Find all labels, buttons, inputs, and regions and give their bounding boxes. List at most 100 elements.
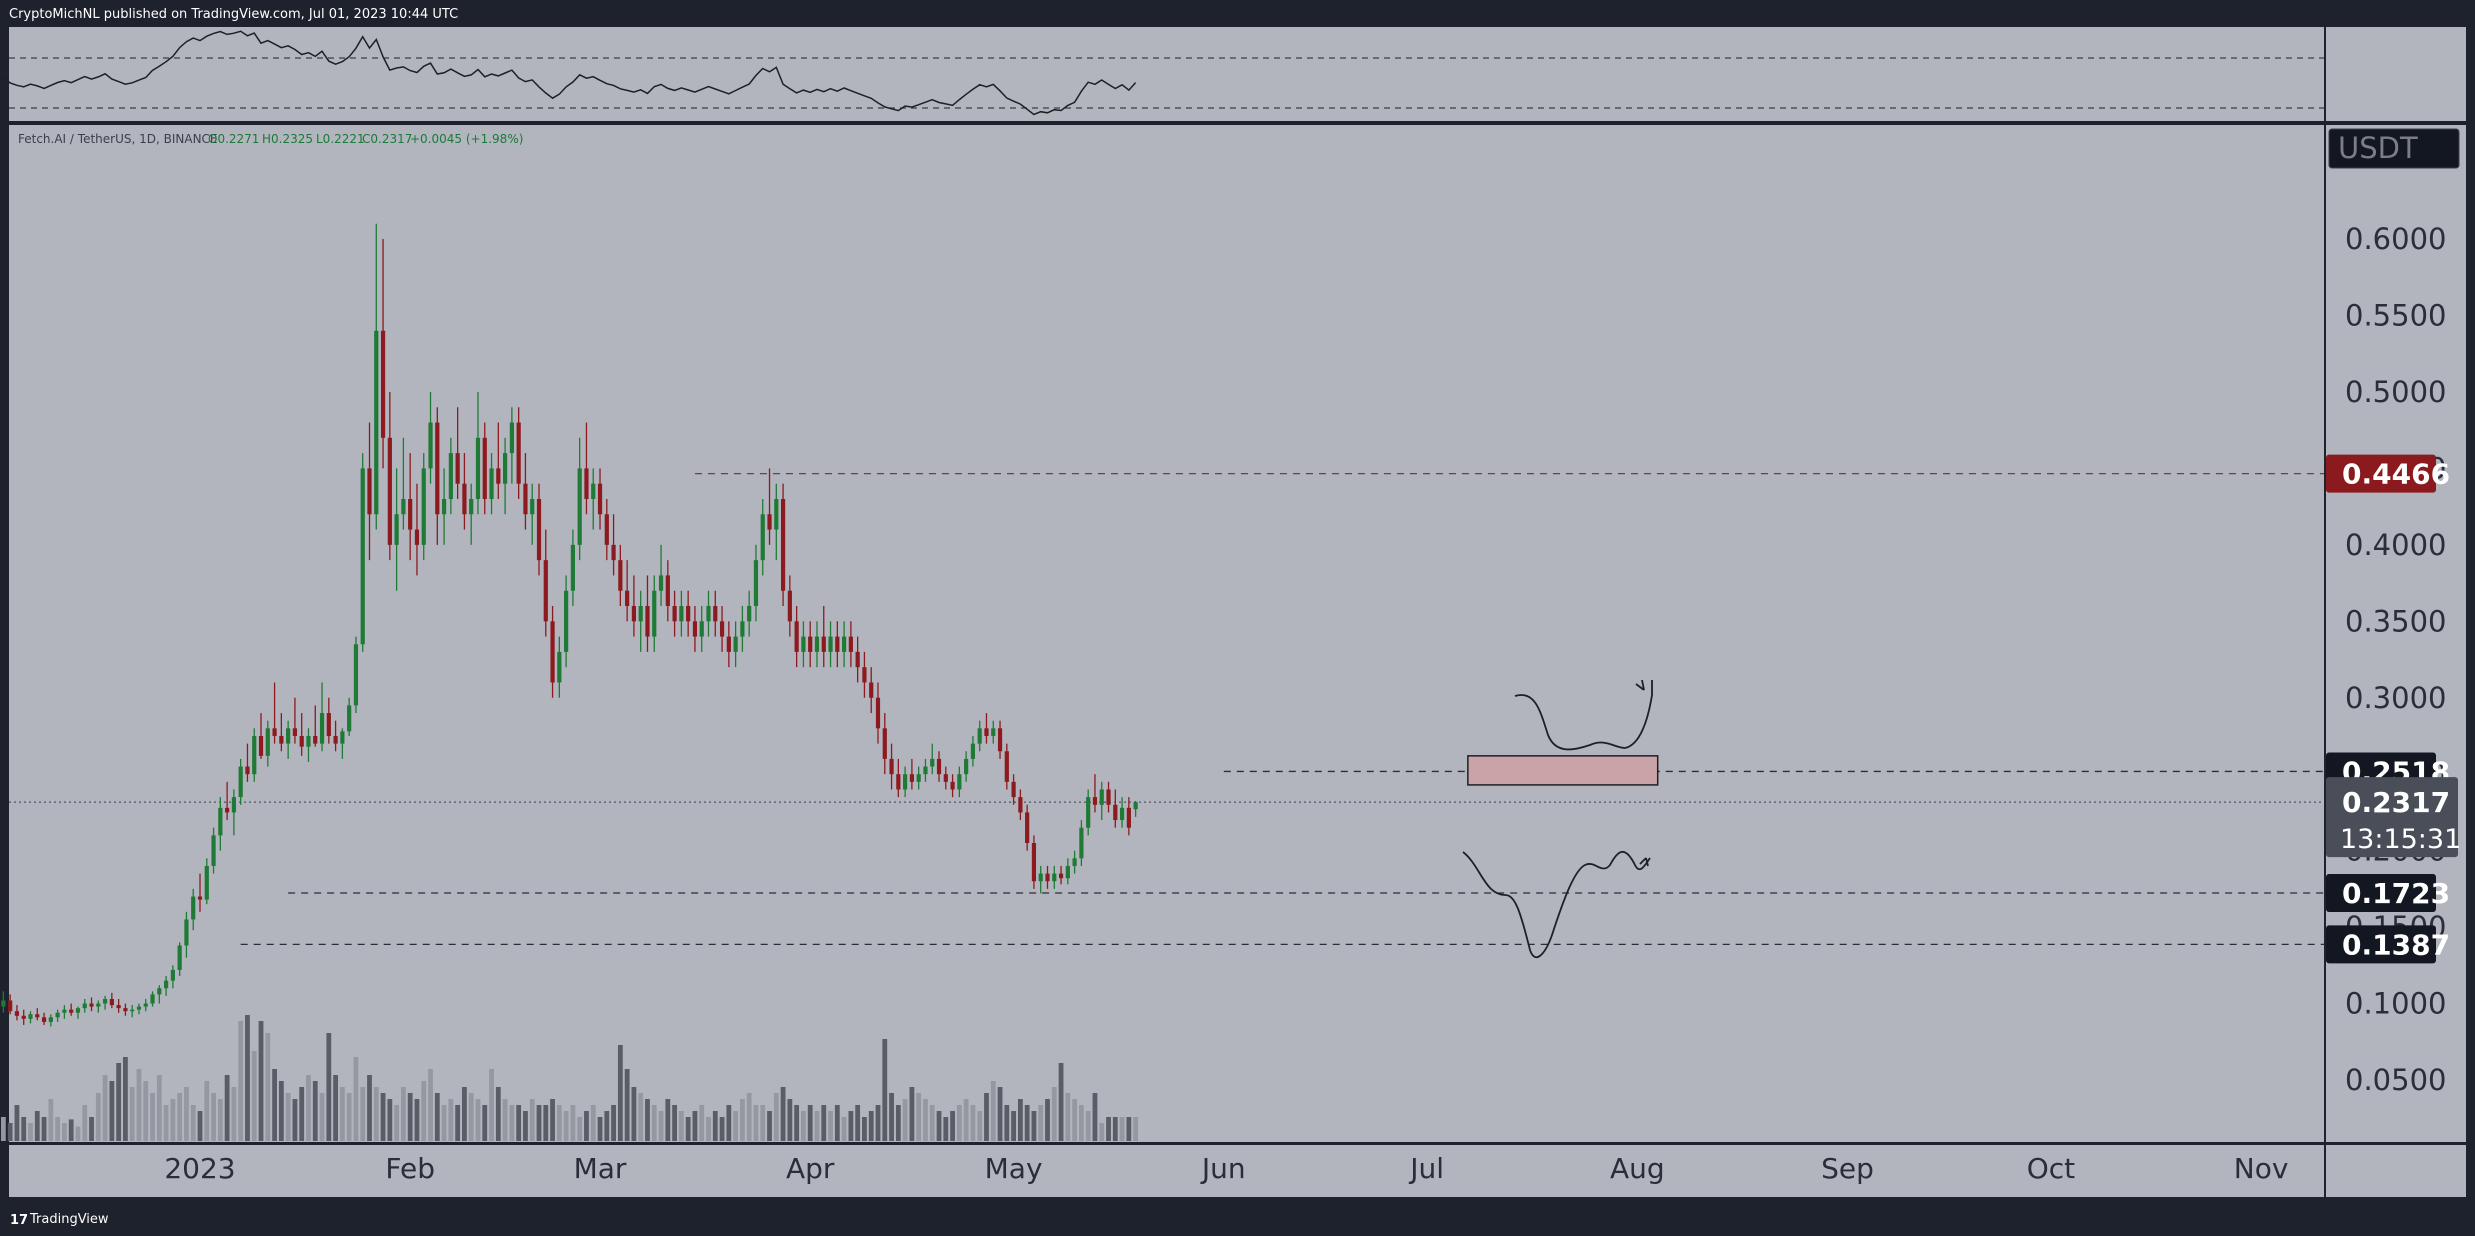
candle-body [618,560,623,591]
candle-body [1052,873,1057,882]
price-scale: 0.05000.10000.15000.20000.25000.30000.35… [2345,222,2446,1097]
volume-bar [1058,1063,1064,1141]
candle-body [469,498,474,515]
volume-bar [367,1075,372,1141]
volume-bar [204,1081,210,1141]
level-badge-0.4466 [2326,454,2436,493]
candle-body [265,728,270,756]
volume-bar [556,1105,562,1141]
volume-bar [509,1105,515,1141]
volume-bar [767,1111,772,1141]
candle-body [1119,807,1125,821]
volume-bar [1004,1105,1010,1141]
time-tick-label: Feb [385,1152,435,1185]
volume-bar [1038,1105,1044,1141]
volume-bar [1051,1087,1057,1141]
volume-bar [0,1117,6,1141]
legend-change: +0.0045 (+1.98%) [410,132,523,146]
candle-body [55,1012,60,1018]
candle-body [1092,797,1098,805]
volume-bar [170,1099,176,1141]
candle-body [89,1003,94,1007]
volume-bar [943,1117,949,1141]
volume-bar [312,1081,318,1141]
time-axis-background [9,1145,2324,1197]
time-tick-label: Jun [1200,1152,1246,1185]
candle-body [102,998,108,1004]
currency-label: USDT [2338,131,2418,165]
volume-bar [319,1093,325,1141]
resistance-zone-box [1467,755,1659,786]
candle-body [970,743,976,759]
candle-body [950,781,955,790]
candle-body [733,636,738,652]
volume-bar [109,1081,115,1141]
candle-body [631,606,637,622]
time-axis: 2023 Feb Mar Apr May Jun Jul Aug Sep Oct Nov [164,1152,2288,1185]
volume-bar [1092,1093,1098,1141]
candle-body [496,468,501,484]
volume-bar [258,1021,264,1141]
volume-bar [380,1093,386,1141]
volume-bar [950,1111,955,1141]
corner-box [2326,1145,2466,1197]
candle-body [713,606,718,622]
price-tick-label: 0.4000 [2345,528,2446,562]
volume-bar [136,1069,142,1141]
candle-body [767,514,772,530]
candle-body [353,644,359,706]
volume-bar [1024,1105,1030,1141]
rsi-line [0,30,1137,116]
candle-body [564,590,569,652]
volume-bar [956,1105,962,1141]
candle-body [252,735,257,775]
candle-countdown-text: 13:15:31 [2340,824,2461,855]
volume-bar [740,1099,745,1141]
volume-bar [801,1111,806,1141]
candle-body [719,621,725,637]
time-tick-label: Aug [1610,1152,1665,1185]
candle-body [625,590,630,607]
volume-bar [658,1111,664,1141]
legend-low: L0.2221 [316,132,365,146]
candle-body [1099,789,1104,805]
volume-bar [123,1057,128,1141]
candle-body [326,713,331,736]
candle-body [916,774,921,782]
volume-bar [387,1099,393,1141]
candle-body [1126,807,1131,828]
volume-bar [14,1105,20,1141]
candle-body [41,1017,47,1022]
candle-body [482,437,487,499]
levels-layer [9,472,2324,946]
volume-bar [1126,1117,1132,1141]
bearish-arrow-head [1639,857,1649,867]
volume-bar [421,1081,427,1141]
candle-body [706,606,711,622]
volume-bar [299,1087,305,1141]
candle-body [692,621,698,637]
price-tick-label: 0.5500 [2345,299,2446,333]
candle-body [1038,873,1043,882]
volume-bar [773,1093,779,1141]
volume-bar [523,1111,528,1141]
candle-body [204,865,209,900]
volume-bar [841,1117,847,1141]
volume-bar [706,1117,711,1141]
candle-body [760,514,765,561]
legend: Fetch.AI / TetherUS, 1D, BINANCE O0.2271… [18,132,523,146]
candle-body [435,422,440,515]
volume-bar [672,1105,677,1141]
candle-body [964,758,969,775]
candle-body [740,621,745,637]
volume-bar [1119,1117,1125,1141]
time-tick-label: Mar [574,1152,627,1185]
time-tick-label: 2023 [164,1152,235,1185]
price-tick-label: 0.6000 [2345,222,2446,256]
candle-body [936,758,942,775]
volume-bar [89,1117,94,1141]
candle-body [665,575,670,607]
currency-badge: USDT [2328,128,2460,169]
candle-body [299,735,304,747]
candle-body [414,529,420,545]
